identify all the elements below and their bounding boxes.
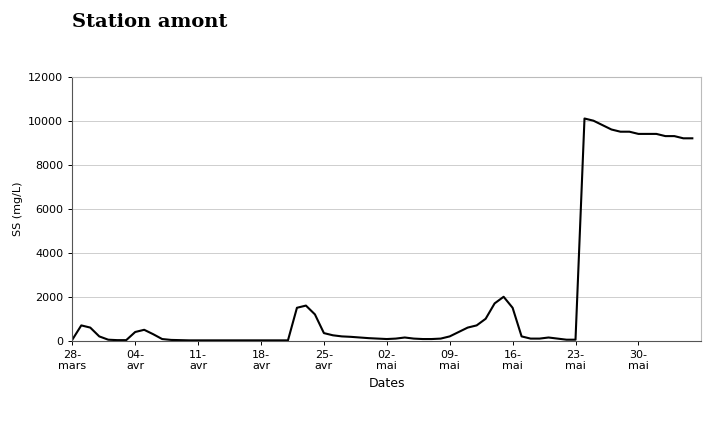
Text: Station amont: Station amont xyxy=(72,13,228,31)
X-axis label: Dates: Dates xyxy=(369,377,405,390)
Y-axis label: SS (mg/L): SS (mg/L) xyxy=(12,181,22,236)
